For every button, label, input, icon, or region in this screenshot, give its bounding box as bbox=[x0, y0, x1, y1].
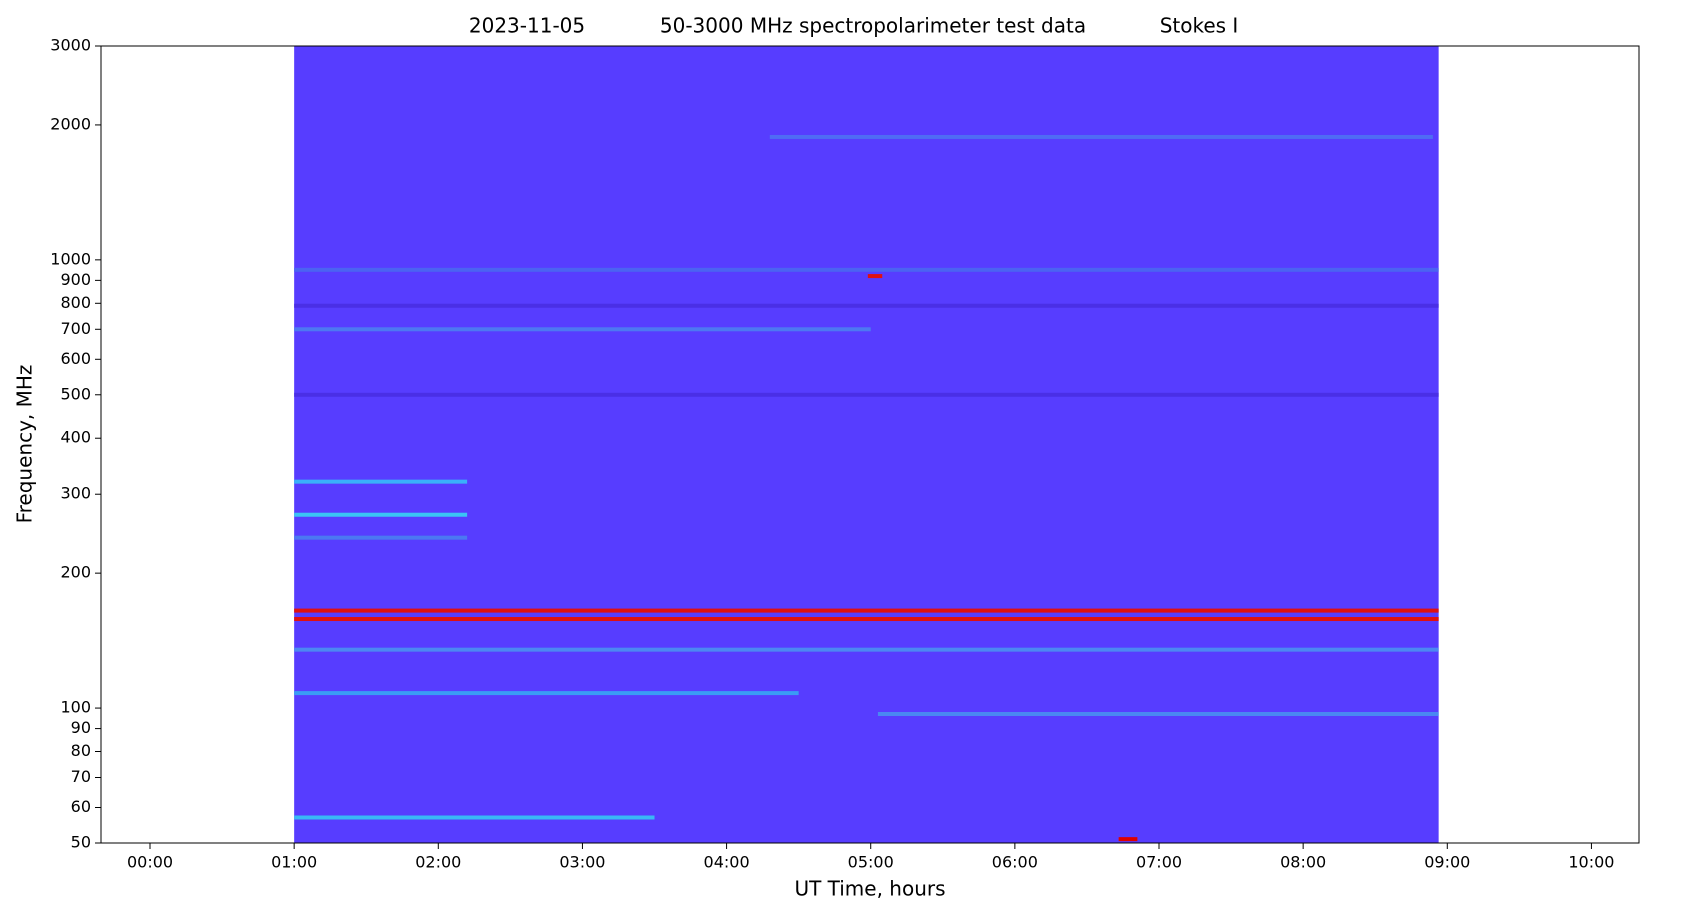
spectrogram-background bbox=[294, 46, 1439, 843]
y-tick-label: 2000 bbox=[50, 114, 91, 133]
emission-band bbox=[294, 691, 799, 696]
x-tick-label: 09:00 bbox=[1424, 853, 1470, 872]
emission-band bbox=[294, 815, 655, 820]
y-tick-label: 100 bbox=[60, 698, 91, 717]
emission-band bbox=[294, 392, 1439, 397]
x-tick-label: 00:00 bbox=[127, 853, 173, 872]
emission-band bbox=[294, 608, 1439, 613]
x-tick-label: 08:00 bbox=[1280, 853, 1326, 872]
y-tick-label: 700 bbox=[60, 319, 91, 338]
y-tick-label: 90 bbox=[71, 718, 91, 737]
y-tick-label: 200 bbox=[60, 563, 91, 582]
emission-band bbox=[294, 267, 1439, 272]
emission-band bbox=[294, 617, 1439, 622]
x-tick-label: 06:00 bbox=[992, 853, 1038, 872]
y-tick-label: 1000 bbox=[50, 249, 91, 268]
y-tick-label: 300 bbox=[60, 484, 91, 503]
y-tick-label: 500 bbox=[60, 384, 91, 403]
chart-title: 50-3000 MHz spectropolarimeter test data bbox=[660, 14, 1086, 38]
emission-band bbox=[294, 327, 871, 332]
x-tick-label: 05:00 bbox=[848, 853, 894, 872]
x-tick-label: 04:00 bbox=[704, 853, 750, 872]
emission-band bbox=[294, 647, 1439, 652]
x-tick-label: 07:00 bbox=[1136, 853, 1182, 872]
emission-band bbox=[877, 712, 1439, 717]
y-tick-label: 3000 bbox=[50, 36, 91, 55]
emission-band bbox=[294, 479, 468, 484]
emission-band bbox=[1118, 837, 1138, 842]
emission-band bbox=[294, 303, 1439, 308]
y-tick-label: 60 bbox=[71, 797, 91, 816]
x-tick-label: 03:00 bbox=[559, 853, 605, 872]
y-tick-label: 50 bbox=[71, 833, 91, 852]
y-tick-label: 900 bbox=[60, 270, 91, 289]
x-tick-label: 02:00 bbox=[415, 853, 461, 872]
plot-frame bbox=[100, 45, 1640, 844]
y-tick-label: 80 bbox=[71, 741, 91, 760]
y-axis-label: Frequency, MHz bbox=[13, 365, 37, 524]
emission-band bbox=[867, 274, 883, 279]
x-tick-label: 10:00 bbox=[1568, 853, 1614, 872]
x-axis-label: UT Time, hours bbox=[794, 877, 945, 901]
y-tick-label: 400 bbox=[60, 428, 91, 447]
chart-title-date: 2023-11-05 bbox=[469, 14, 585, 38]
y-tick-label: 70 bbox=[71, 767, 91, 786]
emission-band bbox=[294, 535, 468, 540]
y-tick-label: 600 bbox=[60, 349, 91, 368]
y-tick-label: 800 bbox=[60, 293, 91, 312]
chart-title-stokes: Stokes I bbox=[1160, 14, 1239, 38]
x-tick-label: 01:00 bbox=[271, 853, 317, 872]
emission-band bbox=[294, 512, 468, 517]
emission-band bbox=[769, 134, 1433, 139]
